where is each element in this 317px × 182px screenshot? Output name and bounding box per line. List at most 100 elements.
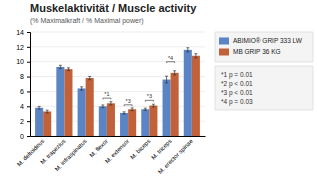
bar [56, 67, 64, 136]
series [43, 54, 200, 136]
axis-line [31, 136, 206, 137]
tick-mark [27, 121, 30, 122]
grid-line [30, 46, 205, 47]
error-bar [131, 108, 134, 111]
error-bar [194, 54, 197, 58]
error-bar [101, 105, 104, 108]
tick: 4 [20, 103, 30, 110]
error-bar-line [152, 104, 155, 107]
tick-label: M. biceps [129, 138, 151, 160]
error-bar-line [173, 71, 176, 75]
bar [43, 111, 51, 136]
significance-bracket [167, 62, 175, 63]
bar [86, 78, 94, 136]
grid-line [30, 106, 205, 107]
tick-mark [27, 77, 30, 78]
footnote: *4 p = 0.03 [221, 98, 253, 106]
significance-label: *4 [168, 55, 173, 61]
error-bar-line [186, 48, 189, 52]
error-bar-line [101, 105, 104, 108]
tick: M. erector spinae [157, 136, 194, 175]
error-bar [67, 68, 70, 71]
bar [171, 73, 179, 136]
tick: 14 [16, 29, 30, 36]
tick: 2 [20, 118, 30, 125]
grid-line [30, 121, 205, 122]
error-bar [46, 110, 49, 113]
error-bar-line [80, 87, 83, 90]
tick-label: 4 [20, 103, 24, 110]
plot: *1 *3 *3 *4 0 2 4 6 8 10 12 14 M. deltoideusM. trape… [16, 29, 206, 175]
tick: 12 [16, 44, 30, 51]
legend-swatch [219, 49, 229, 56]
bar [107, 103, 115, 136]
footnote: *3 p < 0.01 [221, 89, 253, 97]
tick: 10 [16, 58, 30, 65]
bar [184, 50, 192, 136]
marks [35, 48, 200, 136]
error-bar [38, 106, 41, 109]
series [35, 48, 192, 136]
y-axis: 0 2 4 6 8 10 12 14 [16, 29, 30, 140]
tick-label: 12 [16, 44, 24, 51]
tick: M. infraspinatus [54, 136, 88, 172]
legend-box [215, 32, 313, 62]
error-bar [186, 48, 189, 52]
subtitle: (% Maximalkraft / % Maximal power) [30, 17, 144, 25]
error-bar-line [109, 102, 112, 105]
significance-label: *3 [147, 93, 152, 99]
tick-label: M. extensor [104, 138, 130, 164]
error-bar [165, 76, 168, 83]
tick-label: 8 [20, 73, 24, 80]
legend-label: MB GRIP 36 KG [233, 48, 281, 55]
tick-mark [27, 106, 30, 107]
tick-label: 0 [20, 133, 24, 140]
error-bar [173, 71, 176, 75]
tick-label: M. infraspinatus [54, 138, 88, 172]
tick-label: 14 [16, 29, 24, 36]
tick-mark [27, 32, 30, 33]
tick: 8 [20, 73, 30, 80]
x-axis: M. deltoideusM. trapeziusM. infraspinatu… [16, 136, 206, 175]
bar [128, 109, 136, 136]
tick-mark [27, 62, 30, 63]
significance-bracket [124, 105, 132, 106]
legend-swatch [219, 38, 229, 45]
grid-line [30, 61, 205, 62]
significance-bracket [103, 98, 111, 99]
grid [30, 32, 205, 136]
legend: ABIMIO® GRIP 333 LWMB GRIP 36 KG [215, 32, 313, 62]
footnote: *1 p = 0.01 [221, 71, 253, 79]
error-bar [123, 112, 126, 114]
chart: Muskelaktivität / Muscle activity(% Maxi… [0, 0, 317, 182]
bar [78, 88, 86, 136]
footnotes: *1 p = 0.01*2 p < 0.01*3 p < 0.01*4 p = … [215, 66, 313, 110]
error-bar-line [194, 54, 197, 58]
bar [163, 80, 171, 136]
tick-label: 10 [16, 58, 24, 65]
significance-label: *3 [126, 98, 131, 104]
bar [64, 69, 72, 136]
grid-line [30, 136, 205, 137]
tick-label: 6 [20, 88, 24, 95]
bar [141, 109, 149, 136]
error-bar-line [38, 106, 41, 109]
bar [99, 106, 107, 136]
error-bar [152, 104, 155, 107]
footnote-box [215, 66, 313, 110]
bar [120, 113, 128, 136]
tick-mark [27, 47, 30, 48]
footnote: *2 p < 0.01 [221, 80, 253, 88]
tick-label: M. flexor [89, 138, 110, 159]
error-bar-line [165, 76, 168, 83]
bar [35, 108, 43, 136]
error-bar-line [46, 110, 49, 113]
bar [192, 56, 200, 136]
grid-line [30, 91, 205, 92]
significance-label: *1 [104, 91, 109, 97]
tick: M. biceps [129, 136, 151, 160]
grid-line [30, 76, 205, 77]
error-bar-line [59, 65, 62, 68]
tick: 6 [20, 88, 30, 95]
error-bar [80, 87, 83, 90]
